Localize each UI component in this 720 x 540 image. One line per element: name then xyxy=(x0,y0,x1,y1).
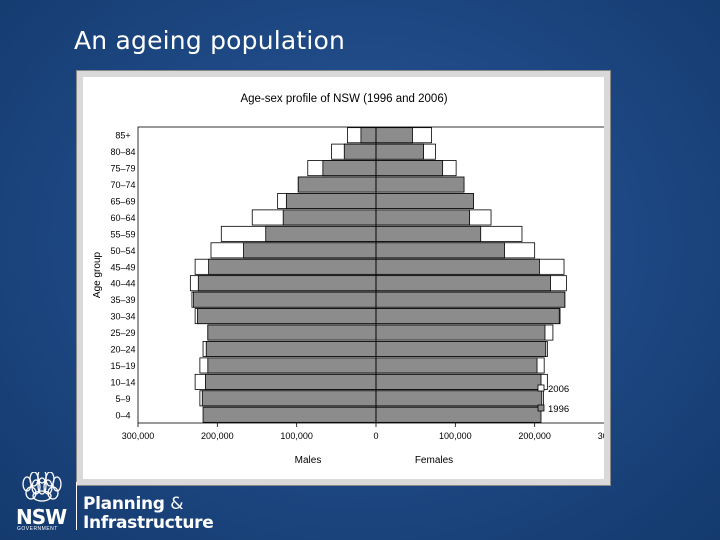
planning-infrastructure-logo: NSW GOVERNMENT Planning & Infrastructure xyxy=(14,472,214,533)
age-group-label-1: 80–84 xyxy=(110,147,135,157)
bar-1996-males-3 xyxy=(297,176,377,193)
bar-1996-males-8 xyxy=(208,258,377,275)
bar-1996-males-17 xyxy=(202,406,377,423)
bar-1996-females-12 xyxy=(375,324,546,341)
age-group-label-3: 70–74 xyxy=(110,180,135,190)
x-tick-label-4: 100,000 xyxy=(439,431,472,441)
bar-1996-females-10 xyxy=(375,291,566,308)
age-group-label-15: 10–14 xyxy=(110,377,135,387)
bar-1996-females-0 xyxy=(375,127,413,144)
waratah-petal xyxy=(52,476,62,492)
waratah-petal xyxy=(32,490,52,502)
age-group-label-17: 0–4 xyxy=(115,410,130,420)
x-axis-label-females: Females xyxy=(415,455,453,466)
population-pyramid-chart: Age-sex profile of NSW (1996 and 2006) 85… xyxy=(92,93,604,466)
chart-panel: Age-sex profile of NSW (1996 and 2006) 85… xyxy=(83,77,604,479)
age-group-label-4: 65–69 xyxy=(110,197,135,207)
age-group-label-11: 30–34 xyxy=(110,312,135,322)
bar-1996-females-9 xyxy=(375,275,551,292)
bar-1996-males-7 xyxy=(243,242,377,259)
bar-1996-females-2 xyxy=(375,160,444,177)
brand-line-infrastructure: Infrastructure xyxy=(83,513,214,533)
bar-1996-males-13 xyxy=(205,341,377,357)
bar-1996-males-10 xyxy=(193,291,377,308)
bar-1996-males-16 xyxy=(201,390,377,407)
age-group-label-16: 5–9 xyxy=(115,394,130,404)
bar-1996-males-1 xyxy=(343,143,377,160)
bar-1996-females-6 xyxy=(375,225,482,242)
bar-1996-females-4 xyxy=(375,193,474,209)
bar-1996-females-14 xyxy=(375,357,538,374)
bar-1996-males-11 xyxy=(197,308,377,325)
waratah-petal xyxy=(37,477,47,495)
bar-1996-males-9 xyxy=(197,275,377,292)
bar-1996-females-7 xyxy=(375,242,505,259)
bar-1996-males-14 xyxy=(207,357,377,374)
bar-1996-females-16 xyxy=(375,390,543,407)
x-tick-label-0: 300,000 xyxy=(122,431,155,441)
x-tick-label-5: 200,000 xyxy=(518,431,551,441)
age-group-label-9: 40–44 xyxy=(110,279,135,289)
age-group-label-5: 60–64 xyxy=(110,213,135,223)
age-group-label-0: 85+ xyxy=(115,131,130,141)
legend-swatch-2006 xyxy=(537,384,545,392)
bar-1996-females-13 xyxy=(375,341,547,357)
x-tick-label-1: 200,000 xyxy=(201,431,234,441)
x-tick-label-2: 100,000 xyxy=(280,431,313,441)
bar-1996-males-0 xyxy=(360,127,377,144)
bar-1996-females-17 xyxy=(375,406,542,423)
bar-1996-males-2 xyxy=(322,160,377,177)
legend-label-2006: 2006 xyxy=(548,384,569,395)
bar-1996-females-3 xyxy=(375,176,465,193)
legend-label-1996: 1996 xyxy=(548,404,569,415)
x-tick-label-6: 300,000 xyxy=(598,431,604,441)
bar-1996-males-5 xyxy=(282,209,377,226)
government-logo-text: GOVERNMENT xyxy=(17,526,58,532)
brand-line-planning: Planning & xyxy=(83,494,184,514)
bar-1996-males-6 xyxy=(265,225,377,242)
chart-title: Age-sex profile of NSW (1996 and 2006) xyxy=(240,93,447,105)
age-group-label-12: 25–29 xyxy=(110,328,135,338)
logo-divider xyxy=(76,482,77,530)
bar-1996-females-1 xyxy=(375,143,424,160)
bar-1996-females-5 xyxy=(375,209,471,226)
bar-1996-males-15 xyxy=(205,373,377,390)
bar-1996-males-4 xyxy=(285,193,377,209)
y-axis-label: Age group xyxy=(92,251,103,298)
waratah-petal xyxy=(22,476,32,492)
age-group-label-14: 15–19 xyxy=(110,361,135,371)
bar-1996-females-15 xyxy=(375,373,542,390)
x-axis-label-males: Males xyxy=(295,455,322,466)
age-group-label-13: 20–24 xyxy=(110,345,135,355)
age-group-label-8: 45–49 xyxy=(110,262,135,272)
age-group-label-2: 75–79 xyxy=(110,164,135,174)
chart-frame: Age-sex profile of NSW (1996 and 2006) 85… xyxy=(76,70,611,486)
age-group-label-7: 50–54 xyxy=(110,246,135,256)
brand-ampersand: & xyxy=(170,494,184,514)
waratah-flower-icon xyxy=(22,472,62,502)
brand-word-planning: Planning xyxy=(83,494,165,514)
bar-1996-females-8 xyxy=(375,258,540,275)
nsw-logo-text: NSW xyxy=(16,505,67,529)
bar-1996-females-11 xyxy=(375,308,560,325)
bar-1996-males-12 xyxy=(207,324,377,341)
age-group-label-6: 55–59 xyxy=(110,229,135,239)
legend-swatch-1996 xyxy=(537,404,545,412)
slide-title: An ageing population xyxy=(74,26,346,55)
age-group-label-10: 35–39 xyxy=(110,295,135,305)
x-tick-label-3: 0 xyxy=(373,431,378,441)
